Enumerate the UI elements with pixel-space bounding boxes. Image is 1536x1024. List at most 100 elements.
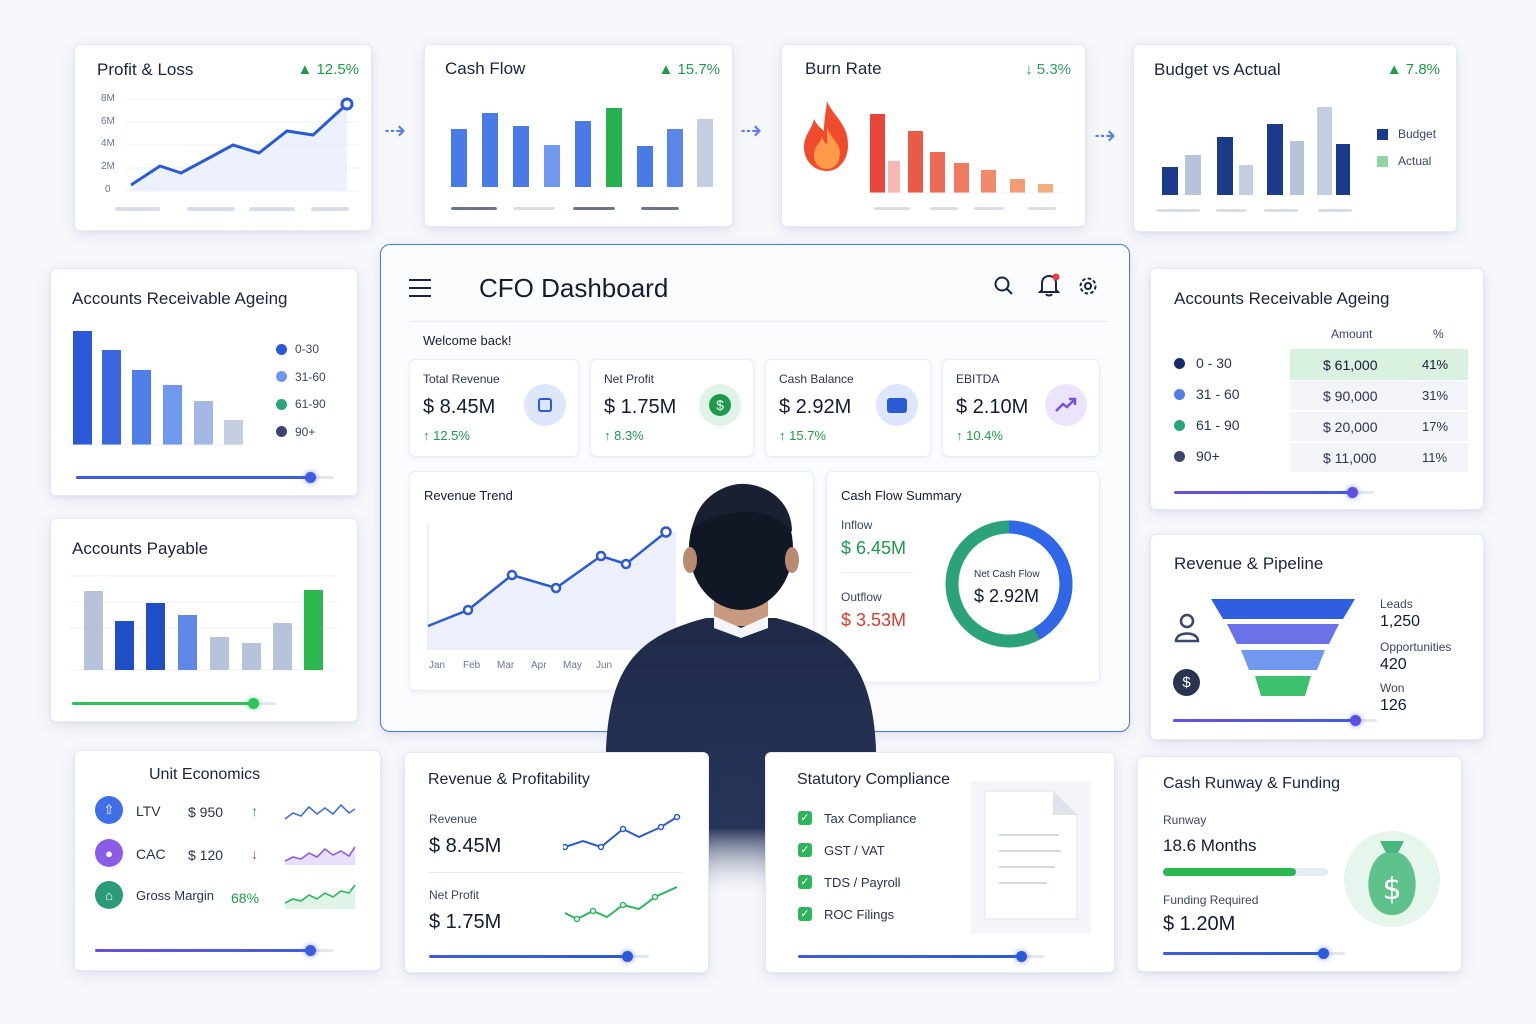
gear-icon[interactable] — [1078, 276, 1098, 296]
cac-sparkline — [284, 846, 356, 865]
card-title: Burn Rate — [805, 59, 882, 78]
kpi-label: Cash Balance — [779, 372, 854, 386]
amount-cell: $ 61,000 — [1323, 357, 1378, 373]
x-tick: Jun — [596, 660, 613, 671]
kpi-label: EBITDA — [956, 372, 1000, 386]
budget-actual-bar-chart — [1156, 107, 1352, 212]
accounts-payable-bar-chart — [69, 575, 337, 671]
bucket-label: 61 - 90 — [1196, 417, 1240, 433]
legend-dot — [1174, 451, 1185, 462]
trend-arrow: ↓ — [251, 846, 258, 862]
pipeline-funnel-chart — [1211, 599, 1355, 696]
bell-icon[interactable] — [1038, 273, 1060, 297]
money-bag-icon: $ — [699, 384, 741, 426]
cash-flow-summary-panel[interactable]: Cash Flow Summary Inflow $ 6.45M Outflow… — [826, 471, 1100, 683]
ar-ageing-card-right[interactable]: Accounts Receivable Ageing Amount % 0 - … — [1150, 268, 1484, 510]
ltv-sparkline — [284, 803, 356, 820]
x-tick: Jan — [429, 660, 446, 671]
divider — [429, 872, 683, 873]
highlight-cell — [1290, 349, 1468, 380]
profit-loss-card[interactable]: Profit & Loss ▲ 12.5% 8M 6M 4M 2M 0 — [74, 44, 372, 231]
x-tick: Apr — [531, 660, 547, 671]
statutory-compliance-card[interactable]: Statutory Compliance ✓ Tax Compliance ✓ … — [765, 752, 1115, 973]
revenue-profitability-card[interactable]: Revenue & Profitability Revenue $ 8.45M … — [404, 752, 709, 973]
kpi-ebitda[interactable]: EBITDA $ 2.10M ↑ 10.4% — [942, 359, 1100, 457]
checkbox-checked[interactable]: ✓ — [798, 875, 812, 889]
revenue-sparkline — [563, 813, 681, 851]
card-title: Cash Runway & Funding — [1163, 775, 1340, 792]
unit-economics-card[interactable]: Unit Economics ⇧ LTV $ 950 ↑ ● CAC $ 120… — [74, 750, 381, 971]
cash-runway-card[interactable]: Cash Runway & Funding Runway 18.6 Months… — [1137, 756, 1462, 972]
slider-handle[interactable] — [1016, 951, 1027, 962]
table-row[interactable]: 31 - 60 $ 90,000 31% — [1151, 380, 1485, 411]
checkbox-checked[interactable]: ✓ — [798, 811, 812, 825]
search-icon[interactable] — [994, 276, 1014, 296]
metric-label: LTV — [136, 803, 161, 819]
metric-value: 68% — [231, 890, 260, 906]
burn-rate-card[interactable]: Burn Rate ↓ 5.3% — [781, 44, 1086, 227]
card-title: Accounts Receivable Ageing — [1174, 289, 1390, 308]
pl-line-chart — [115, 97, 360, 211]
table-row[interactable]: 0 - 30 $ 61,000 41% — [1151, 349, 1485, 380]
legend-label: Actual — [1398, 154, 1432, 168]
revenue-label: Revenue — [429, 812, 478, 826]
burn-rate-bar-chart — [866, 114, 1064, 210]
table-row[interactable]: 61 - 90 $ 20,000 17% — [1151, 411, 1485, 442]
cash-flow-bar-chart — [451, 108, 713, 210]
metric-value: $ 950 — [188, 804, 224, 820]
checkbox-checked[interactable]: ✓ — [798, 843, 812, 857]
revenue-pipeline-card[interactable]: Revenue & Pipeline $ Leads 1,250 Opportu… — [1150, 534, 1484, 740]
card-title: Statutory Compliance — [797, 771, 950, 788]
net-cash-flow-donut-chart — [945, 520, 1073, 648]
card-title: Unit Economics — [149, 766, 261, 783]
slider-fill — [1174, 491, 1352, 494]
accounts-payable-card[interactable]: Accounts Payable — [50, 518, 358, 722]
slider-handle[interactable] — [1347, 487, 1358, 498]
user-icon — [1174, 613, 1200, 643]
checkbox-checked[interactable]: ✓ — [798, 907, 812, 921]
square-icon — [524, 384, 566, 426]
budget-vs-actual-card[interactable]: Budget vs Actual ▲ 7.8% Budget Actual — [1133, 44, 1457, 232]
arrow-right-icon: ⇢ — [384, 115, 406, 145]
legend-label: 61-90 — [295, 397, 326, 411]
slider-handle[interactable] — [1318, 948, 1329, 959]
cash-flow-card[interactable]: Cash Flow ▲ 15.7% — [424, 44, 733, 227]
money-bag-icon: $ — [1344, 831, 1440, 927]
slider-handle[interactable] — [248, 698, 259, 709]
page-title: CFO Dashboard — [479, 273, 669, 303]
kpi-total-revenue[interactable]: Total Revenue $ 8.45M ↑ 12.5% — [409, 359, 579, 457]
x-tick: Feb — [463, 660, 481, 671]
kpi-cash-balance[interactable]: Cash Balance $ 2.92M ↑ 15.7% — [765, 359, 931, 457]
legend-label: Budget — [1398, 127, 1437, 141]
slider-fill — [1163, 952, 1323, 955]
stage-label: Opportunities — [1380, 640, 1452, 654]
kpi-change: ↑ 12.5% — [423, 428, 470, 443]
ar-ageing-card-left[interactable]: Accounts Receivable Ageing 0-30 31-60 61… — [50, 268, 358, 496]
kpi-net-profit[interactable]: Net Profit $ 1.75M ↑ 8.3% $ — [590, 359, 754, 457]
kpi-value: $ 8.45M — [423, 396, 496, 418]
table-row[interactable]: 90+ $ 11,000 11% — [1151, 442, 1485, 473]
menu-icon[interactable] — [409, 279, 431, 297]
slider-fill — [72, 702, 254, 705]
slider-handle[interactable] — [622, 951, 633, 962]
y-tick: 0 — [105, 184, 111, 195]
card-title: Cash Flow — [445, 59, 526, 78]
delta-badge: ↓ 5.3% — [1025, 61, 1071, 78]
y-tick: 2M — [101, 161, 115, 172]
slider-handle[interactable] — [305, 472, 316, 483]
runway-label: Runway — [1163, 813, 1207, 827]
arrow-right-icon: ⇢ — [1094, 120, 1116, 150]
card-title: Accounts Receivable Ageing — [72, 289, 288, 308]
dollar-icon: $ — [1173, 669, 1200, 696]
trend-arrow: ↑ — [251, 803, 258, 819]
legend-swatch-budget — [1377, 129, 1388, 140]
arrow-right-icon: ⇢ — [740, 115, 762, 145]
inflow-label: Inflow — [841, 518, 873, 532]
slider-handle[interactable] — [1350, 715, 1361, 726]
slider-handle[interactable] — [305, 945, 316, 956]
stage-label: Won — [1380, 681, 1405, 695]
y-tick: 4M — [101, 138, 115, 149]
kpi-value: $ 1.75M — [604, 396, 677, 418]
funding-label: Funding Required — [1163, 893, 1259, 907]
welcome-text: Welcome back! — [423, 333, 512, 348]
